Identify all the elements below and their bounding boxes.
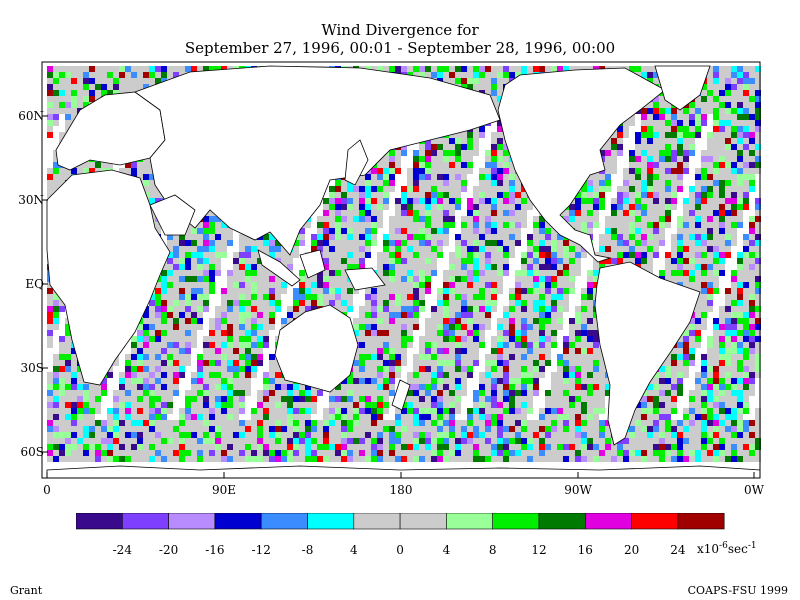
lon-label-90e: 90E [211, 483, 237, 497]
lat-label-eq: EQ [25, 277, 44, 291]
colorbar-tick-label: 4 [349, 543, 358, 557]
lat-label-60s: 60S [20, 445, 45, 459]
japan [344, 139, 369, 186]
colorbar-swatch [399, 513, 447, 530]
lat-label-30n: 30N [18, 193, 44, 207]
lon-label-180: 180 [389, 483, 413, 497]
south-america [594, 261, 701, 446]
antarctica [46, 465, 761, 479]
axis-ticks [42, 115, 755, 478]
colorbar-swatch [214, 513, 262, 530]
colorbar-tick-label: 8 [488, 543, 497, 557]
lon-label-90w: 90W [564, 483, 592, 497]
footer-author: Grant [10, 584, 43, 597]
australia [274, 304, 359, 393]
colorbar-swatch [492, 513, 540, 530]
chart-title-line1: Wind Divergence for [321, 21, 479, 39]
colorbar-swatch [631, 513, 679, 530]
colorbar-swatch [677, 513, 725, 530]
lon-label-0: 0 [43, 483, 51, 497]
colorbar-swatch [446, 513, 493, 530]
colorbar-tick-label: -24 [112, 543, 132, 557]
colorbar-swatch [584, 513, 632, 530]
footer-credit: COAPS-FSU 1999 [687, 584, 788, 597]
colorbar-tick-label: -20 [158, 543, 179, 557]
colorbar-tick-label: -12 [251, 543, 271, 557]
colorbar-swatch [353, 513, 401, 530]
colorbar-swatch [121, 513, 169, 530]
colorbar-swatch [307, 513, 355, 530]
colorbar-tick-label: 24 [670, 543, 686, 557]
greenland [654, 65, 711, 111]
arabia [149, 194, 196, 236]
new-zealand [391, 379, 411, 411]
africa [46, 169, 171, 386]
new-guinea [344, 267, 386, 291]
colorbar-tick-label: 4 [442, 543, 451, 557]
colorbar-swatch [76, 513, 123, 530]
colorbar-unit: x10-6sec-1 [697, 541, 757, 556]
land-masses [46, 65, 761, 479]
colorbar-tick-label: 16 [577, 543, 593, 557]
colorbar-swatch [260, 513, 308, 530]
north-america [497, 67, 666, 263]
colorbar-swatch [168, 513, 216, 530]
asia [134, 65, 501, 256]
indonesia-sumatra [257, 249, 301, 287]
indonesia-borneo [299, 249, 326, 279]
lon-label-0w: 0W [744, 483, 764, 497]
colorbar-tick-label: 0 [396, 543, 404, 557]
colorbar-tick-label: 12 [531, 543, 547, 557]
colorbar-swatch [538, 513, 586, 530]
chart-title-line2: September 27, 1996, 00:01 - September 28… [184, 39, 616, 57]
colorbar-tick-label: 20 [623, 543, 640, 557]
colorbar-tick-label: -16 [205, 543, 225, 557]
colorbar [76, 513, 725, 530]
lat-label-60n: 60N [18, 109, 44, 123]
colorbar-tick-label: -8 [301, 543, 314, 557]
lat-label-30s: 30S [20, 361, 45, 375]
